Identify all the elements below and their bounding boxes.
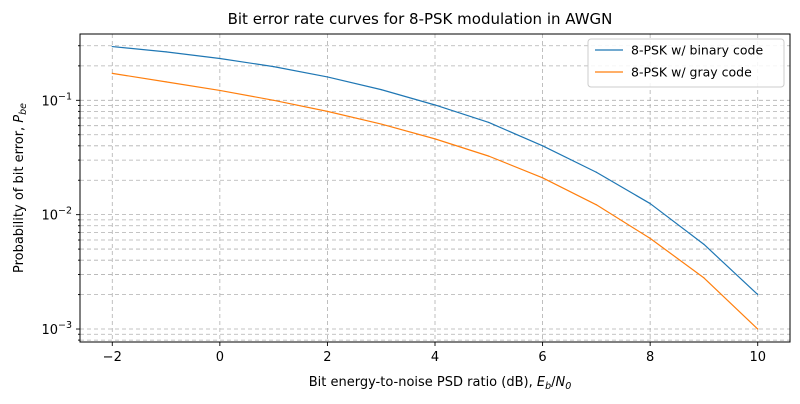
data-point [703,277,705,279]
data-point [757,328,759,330]
y-axis: 10−3 10−2 10−1 [41,45,80,341]
legend-box [587,38,785,88]
y-axis-label: Probability of bit error, Pbe​ [12,103,29,273]
x-tick-label: 10 [749,350,766,365]
x-axis-label: Bit energy-to-noise PSD ratio (dB), Eb​/… [309,375,572,392]
legend: 8-PSK w/ binary code 8-PSK w/ gray code [587,38,785,88]
data-point [541,145,544,147]
legend-label: 8-PSK w/ gray code [631,65,752,80]
x-tick-label: 0 [216,350,224,365]
data-point [273,66,275,68]
data-point [434,104,436,106]
data-point [595,171,597,173]
data-point [488,121,490,124]
data-point [326,110,329,112]
data-point [649,237,651,240]
legend-label: 8-PSK w/ binary code [631,43,763,58]
data-point [649,202,651,205]
x-tick-label: −2 [103,350,122,365]
data-point [326,76,329,78]
data-point [595,204,597,206]
x-tick-label: 8 [646,350,654,365]
data-point [273,99,275,101]
y-tick-label: 10−3 [41,320,72,338]
data-point [434,138,436,140]
data-point [380,123,382,125]
x-tick-label: 6 [538,350,546,365]
x-tick-label: 4 [431,350,439,365]
data-point [165,51,167,53]
data-point [219,57,221,60]
data-point [380,89,382,91]
series-layer [111,45,759,330]
data-point [219,89,221,92]
data-point [703,243,705,245]
chart-title: Bit error rate curves for 8-PSK modulati… [228,10,613,28]
y-tick-label: 10−2 [41,206,72,224]
data-point [488,155,490,157]
data-point [757,293,759,296]
data-point [111,72,113,74]
x-axis: −2 0 2 4 6 8 10 [103,342,766,365]
x-tick-label: 2 [323,350,331,365]
data-point [541,177,544,179]
data-point [111,45,113,48]
data-point [165,81,167,83]
y-tick-label: 10−1 [41,91,72,109]
